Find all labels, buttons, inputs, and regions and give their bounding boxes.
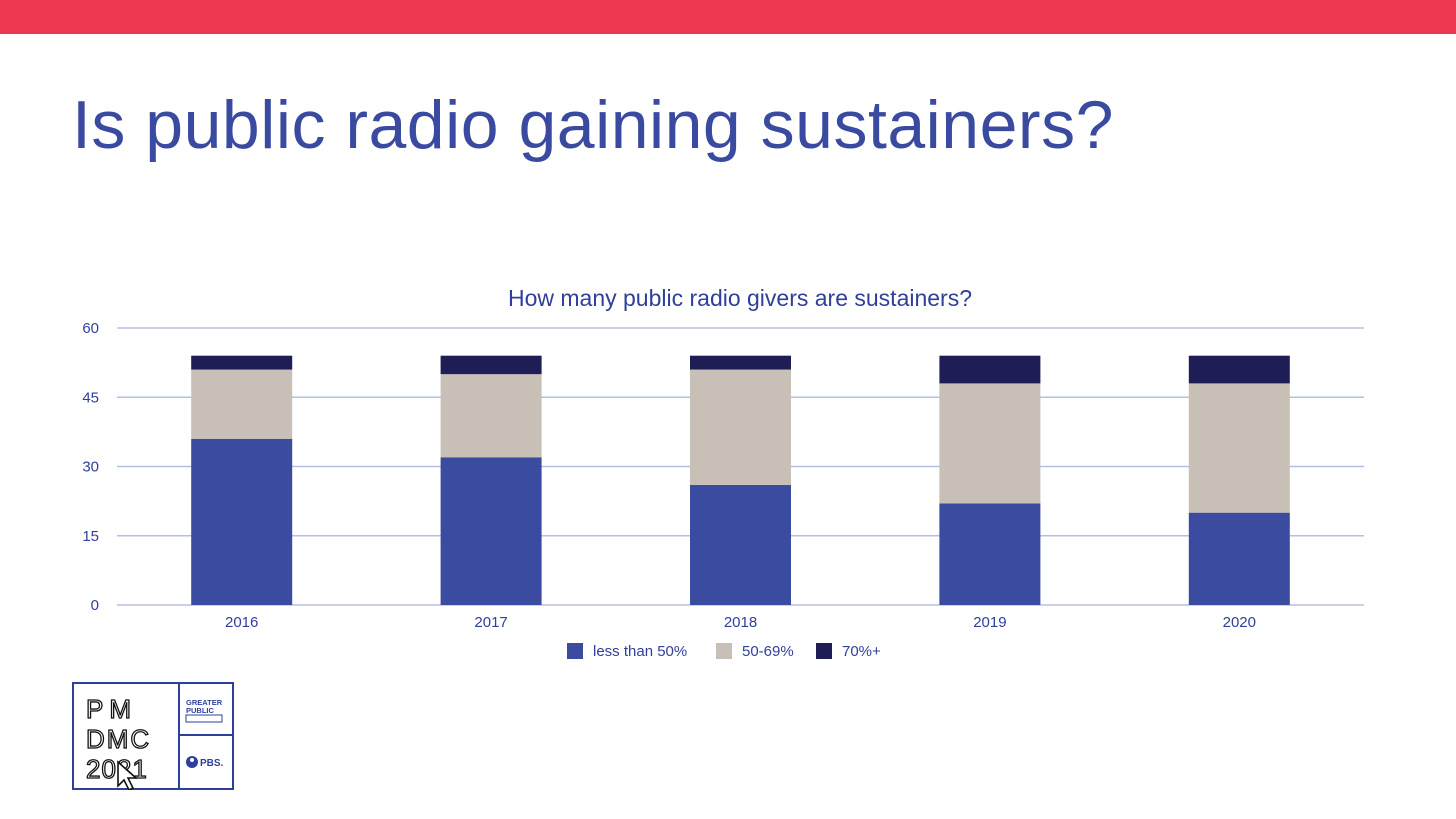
- x-tick-label: 2017: [474, 614, 507, 631]
- legend-swatch: [567, 643, 583, 659]
- x-axis-ticks: 2016 2017 2018 2019 2020: [225, 614, 1256, 631]
- legend-label: less than 50%: [593, 643, 687, 660]
- y-tick-label: 60: [82, 320, 99, 337]
- x-tick-label: 2016: [225, 614, 258, 631]
- y-tick-label: 30: [82, 459, 99, 476]
- partner-greater-public: GREATER PUBLIC: [186, 698, 223, 715]
- bar-2019-series-0: [939, 503, 1041, 605]
- logo-line1: PM: [86, 694, 137, 724]
- bar-2019-series-2: [939, 355, 1041, 384]
- bar-2020-series-1: [1188, 383, 1290, 513]
- top-accent-bar: [0, 0, 1456, 34]
- bar-2018-series-1: [690, 369, 791, 485]
- legend-swatch: [816, 643, 832, 659]
- legend-swatch: [716, 643, 732, 659]
- bar-2016-series-1: [191, 369, 293, 439]
- bar-2016-series-2: [191, 355, 293, 370]
- logo-line2: DMC: [86, 724, 151, 754]
- x-tick-label: 2020: [1223, 614, 1256, 631]
- partner-pbs: PBS.: [200, 758, 224, 769]
- y-tick-label: 15: [82, 528, 99, 545]
- legend-label: 70%+: [842, 643, 881, 660]
- bar-2017-series-0: [440, 457, 542, 605]
- bar-2018-series-0: [690, 484, 791, 605]
- bar-2016-series-0: [191, 438, 293, 605]
- cursor-arrow-icon: [117, 760, 139, 790]
- logo-line3: 2021: [86, 754, 148, 784]
- pbs-icon: [186, 756, 198, 768]
- bar-2020-series-2: [1188, 355, 1290, 384]
- chart-title: How many public radio givers are sustain…: [508, 285, 972, 311]
- bar-2017-series-2: [440, 355, 542, 375]
- bar-2018-series-2: [690, 355, 791, 370]
- bar-2017-series-1: [440, 374, 542, 458]
- x-tick-label: 2019: [973, 614, 1006, 631]
- slide-title: Is public radio gaining sustainers?: [72, 87, 1114, 163]
- y-tick-label: 0: [91, 597, 99, 614]
- legend-label: 50-69%: [742, 643, 794, 660]
- legend: less than 50% 50-69% 70%+: [567, 643, 881, 660]
- y-axis-ticks: 0 15 30 45 60: [82, 320, 99, 614]
- bar-2019-series-1: [939, 383, 1041, 504]
- pmdmc-2021-logo: PM DMC 2021 GREATER PUBLIC PBS.: [72, 682, 234, 790]
- bar-2020-series-0: [1188, 512, 1290, 605]
- x-tick-label: 2018: [724, 614, 757, 631]
- y-tick-label: 45: [82, 389, 99, 406]
- bars: [191, 355, 1290, 605]
